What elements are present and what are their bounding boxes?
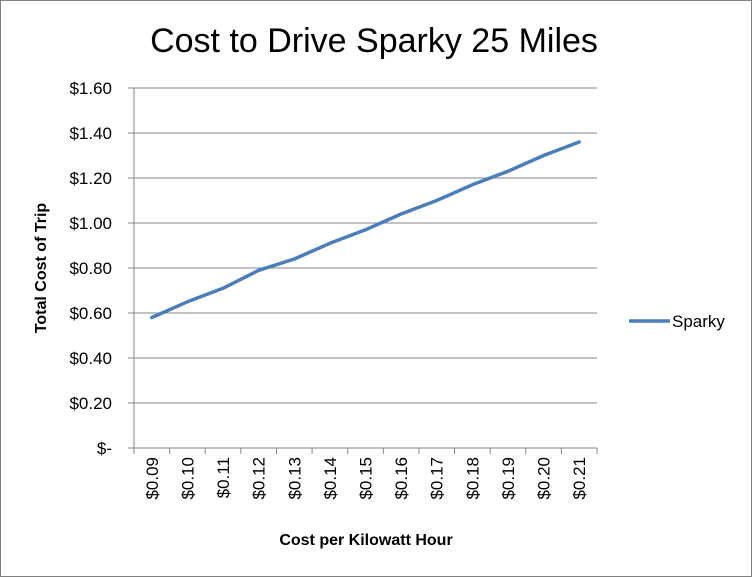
chart-title: Cost to Drive Sparky 25 Miles xyxy=(150,22,598,60)
x-tick-label: $0.16 xyxy=(392,457,411,500)
x-tick-label: $0.12 xyxy=(250,457,269,500)
y-tick-label: $- xyxy=(97,439,112,458)
legend-label: Sparky xyxy=(672,312,725,331)
x-tick-label: $0.09 xyxy=(143,457,162,500)
x-tick-label: $0.15 xyxy=(357,457,376,500)
axes xyxy=(133,88,598,454)
y-tick-label: $1.20 xyxy=(69,169,112,188)
y-tick-label: $1.60 xyxy=(69,79,112,98)
x-tick-label: $0.10 xyxy=(178,457,197,500)
x-axis-title: Cost per Kilowatt Hour xyxy=(279,532,452,549)
y-tick-label: $1.40 xyxy=(69,124,112,143)
y-axis-title: Total Cost of Trip xyxy=(33,203,50,334)
x-tick-label: $0.13 xyxy=(285,457,304,500)
x-tick-label: $0.11 xyxy=(214,457,233,498)
y-tick-labels: $- $0.20 $0.40 $0.60 $0.80 $1.00 $1.20 $1.40 $1.… xyxy=(69,79,112,458)
x-tick-label: $0.14 xyxy=(321,457,340,500)
gridlines xyxy=(128,87,597,449)
x-tick-label: $0.19 xyxy=(499,457,518,500)
y-tick-label: $1.00 xyxy=(69,214,112,233)
x-tick-label: $0.20 xyxy=(535,457,554,500)
y-tick-label: $0.60 xyxy=(69,304,112,323)
x-tick-label: $0.17 xyxy=(428,457,447,500)
x-tick-labels: $0.09 $0.10 $0.11 $0.12 $0.13 $0.14 $0.15 $0.16… xyxy=(143,457,589,500)
x-tick-label: $0.18 xyxy=(463,457,482,500)
y-tick-label: $0.40 xyxy=(69,349,112,368)
series-lines xyxy=(150,140,581,320)
x-tick-label: $0.21 xyxy=(570,457,589,500)
legend: Sparky xyxy=(629,312,725,331)
y-tick-label: $0.80 xyxy=(69,259,112,278)
y-tick-label: $0.20 xyxy=(69,394,112,413)
